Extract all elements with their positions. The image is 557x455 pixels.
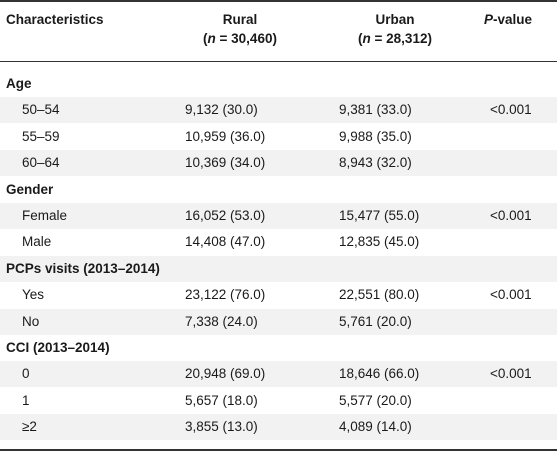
urban-cell-text: 9,988 (35.0) [339, 128, 412, 144]
row-label: ≥2 [22, 419, 37, 435]
header-rule [0, 61, 557, 62]
table-row: ≥2 3,855 (13.0) 4,089 (14.0) [0, 414, 557, 441]
row-label: 60–64 [22, 155, 60, 171]
row-label: Male [22, 234, 52, 250]
urban-cell-text: 9,381 (33.0) [339, 102, 412, 118]
header-rural-label: Rural [222, 12, 258, 27]
urban-cell-text: 12,835 (45.0) [339, 234, 420, 250]
table-row: Female 16,052 (53.0) 15,477 (55.0) <0.001 [0, 203, 557, 229]
row-label: 1 [22, 392, 30, 408]
rural-cell-text: 3,855 (13.0) [185, 419, 258, 435]
section-title: Gender [6, 181, 54, 197]
header-rural-n: (n = 30,460) [203, 31, 277, 46]
section-row: Gender [0, 177, 557, 203]
row-label: Yes [22, 287, 45, 303]
section-title: Age [6, 76, 32, 91]
header-pvalue: P-value [484, 12, 533, 27]
section-row: Age [0, 71, 557, 97]
rural-cell-text: 10,369 (34.0) [185, 155, 266, 171]
rural-cell-text: 9,132 (30.0) [185, 102, 258, 118]
top-rule [0, 0, 557, 2]
table-row: 0 20,948 (69.0) 18,646 (66.0) <0.001 [0, 361, 557, 388]
row-label: 0 [22, 366, 30, 382]
urban-cell-text: 8,943 (32.0) [339, 155, 412, 171]
table-row: No 7,338 (24.0) 5,761 (20.0) [0, 308, 557, 335]
section-row: CCI (2013–2014) [0, 335, 557, 361]
urban-cell-text: 22,551 (80.0) [339, 287, 420, 303]
row-label: 55–59 [22, 128, 60, 144]
header-rural: Rural (n = 30,460) [180, 10, 300, 48]
section-row: PCPs visits (2013–2014) [0, 255, 557, 282]
rural-cell-text: 23,122 (76.0) [185, 287, 266, 303]
urban-cell-text: 5,761 (20.0) [339, 313, 412, 329]
table-row: 60–64 10,369 (34.0) 8,943 (32.0) [0, 150, 557, 177]
header-urban-label: Urban [375, 12, 415, 27]
rural-cell-text: 16,052 (53.0) [185, 208, 266, 223]
header-characteristics: Characteristics [6, 12, 104, 27]
table-row: Male 14,408 (47.0) 12,835 (45.0) [0, 229, 557, 255]
table-row: 1 5,657 (18.0) 5,577 (20.0) [0, 388, 557, 414]
urban-cell-text: 15,477 (55.0) [339, 208, 420, 223]
row-label: 50–54 [22, 102, 60, 118]
rural-cell-text: 14,408 (47.0) [185, 234, 266, 250]
section-title: CCI (2013–2014) [6, 340, 110, 355]
pvalue-cell-text: <0.001 [490, 102, 532, 118]
section-title: PCPs visits (2013–2014) [6, 260, 160, 276]
header-urban-n: (n = 28,312) [358, 31, 432, 46]
header-urban: Urban (n = 28,312) [335, 10, 455, 48]
table-row: Yes 23,122 (76.0) 22,551 (80.0) <0.001 [0, 282, 557, 308]
table-row: 55–59 10,959 (36.0) 9,988 (35.0) [0, 124, 557, 150]
rural-cell-text: 7,338 (24.0) [185, 313, 258, 329]
pvalue-cell-text: <0.001 [490, 366, 532, 382]
table-header: Characteristics Rural (n = 30,460) Urban… [0, 3, 557, 57]
urban-cell-text: 4,089 (14.0) [339, 419, 412, 435]
rural-cell-text: 20,948 (69.0) [185, 366, 266, 382]
table-row: 50–54 9,132 (30.0) 9,381 (33.0) <0.001 [0, 97, 557, 124]
rural-cell-text: 5,657 (18.0) [185, 392, 258, 408]
row-label: Female [22, 208, 68, 223]
urban-cell-text: 18,646 (66.0) [339, 366, 420, 382]
bottom-rule [0, 449, 557, 451]
row-label: No [22, 313, 40, 329]
pvalue-cell-text: <0.001 [490, 287, 532, 303]
rural-cell-text: 10,959 (36.0) [185, 128, 266, 144]
pvalue-cell-text: <0.001 [490, 208, 532, 223]
urban-cell-text: 5,577 (20.0) [339, 392, 412, 408]
